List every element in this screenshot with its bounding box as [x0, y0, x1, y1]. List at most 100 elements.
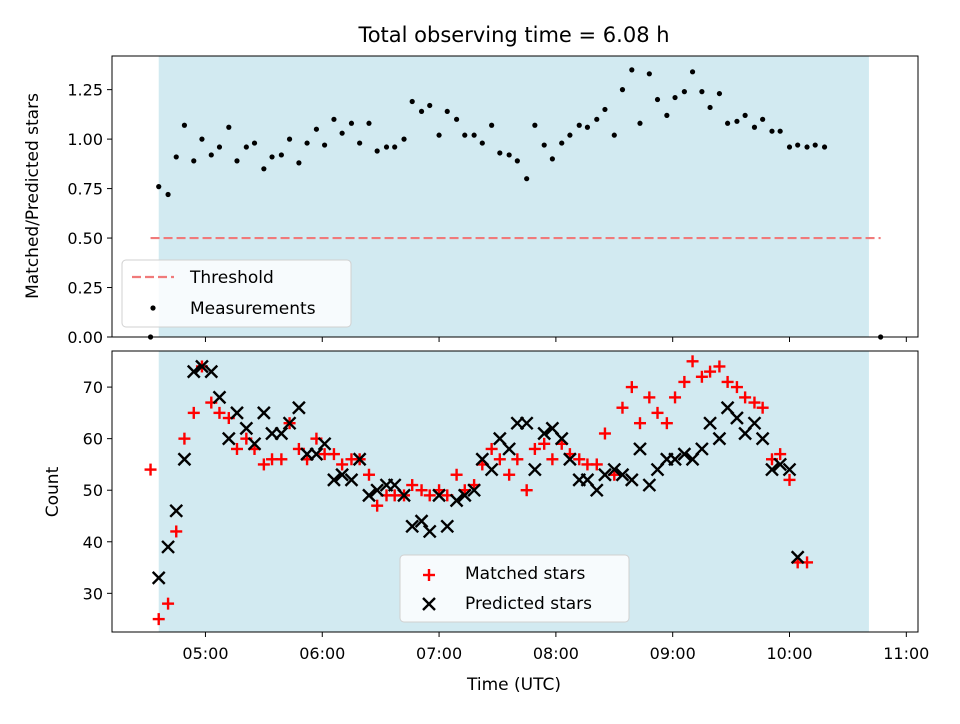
matched-star-point — [730, 381, 743, 394]
measurement-point — [191, 158, 197, 164]
measurement-point — [804, 144, 810, 150]
legend-predicted-label: Predicted stars — [465, 594, 592, 614]
predicted-star-point — [440, 519, 455, 534]
ratio-panel: 0.00 0.25 0.50 0.75 1.00 1.25 Matched/Predict… — [23, 55, 919, 347]
legend-measurements-label: Measurements — [190, 299, 316, 319]
measurement-point — [646, 71, 652, 77]
measurement-point — [313, 126, 320, 132]
measurement-point — [629, 67, 635, 73]
measurement-point — [812, 142, 818, 148]
matched-star-point — [213, 406, 226, 419]
matched-star-point — [503, 468, 516, 481]
matched-star-point — [625, 381, 638, 394]
predicted-star-point — [642, 478, 657, 492]
predicted-star-point — [204, 364, 219, 379]
measurement-point — [208, 152, 214, 158]
measurement-point — [216, 144, 223, 150]
x-tick-label: 05:00 — [182, 644, 228, 663]
predicted-star-point — [484, 462, 499, 477]
measurement-point — [724, 120, 731, 126]
measurement-point — [532, 122, 538, 128]
measurement-point — [226, 124, 232, 130]
matched-star-point — [713, 360, 726, 373]
count-y-tick-label: 40 — [83, 533, 103, 552]
measurement-point — [286, 136, 293, 142]
measurement-point — [462, 132, 468, 138]
measurement-point — [760, 116, 766, 122]
measurement-point — [269, 154, 275, 160]
predicted-star-point — [589, 483, 604, 498]
predicted-star-point — [467, 483, 481, 498]
predicted-star-point — [730, 411, 744, 425]
count-panel: 30 40 50 60 70 05:00 06:00 07:00 08:00 09:00 10:0… — [43, 350, 929, 695]
matched-star-point — [362, 468, 375, 481]
count-y-label: Count — [43, 466, 63, 517]
measurement-point — [418, 108, 425, 115]
measurement-point — [251, 140, 258, 146]
predicted-star-point — [703, 416, 717, 431]
matched-star-point — [520, 484, 533, 497]
matched-star-point — [450, 468, 463, 481]
measurement-point — [427, 102, 433, 109]
matched-star-point — [423, 489, 436, 502]
matched-star-point — [783, 473, 796, 486]
predicted-star-point — [309, 447, 324, 461]
matched-star-point — [546, 453, 559, 466]
predicted-star-point — [765, 462, 779, 477]
matched-star-point — [257, 458, 270, 471]
measurement-point — [489, 122, 495, 128]
matched-star-point — [573, 453, 586, 466]
measurement-point — [619, 87, 626, 93]
matched-star-point — [187, 406, 200, 419]
measurement-point — [751, 124, 758, 130]
measurement-point — [559, 140, 565, 146]
x-axis-label: Time (UTC) — [466, 675, 561, 695]
ratio-y-tick-label: 0.00 — [67, 328, 103, 347]
ratio-panel-frame — [111, 55, 919, 338]
measurement-point — [681, 89, 687, 95]
matched-star-point — [590, 458, 603, 471]
chart-title: Total observing time = 6.08 h — [357, 23, 669, 47]
matched-star-point — [669, 391, 682, 404]
matched-star-point — [616, 401, 629, 414]
predicted-star-point — [169, 503, 184, 518]
predicted-star-point — [537, 426, 552, 441]
x-tick-label: 11:00 — [883, 644, 929, 663]
measurement-point — [549, 156, 555, 162]
predicted-star-point — [221, 431, 236, 446]
matched-star-point — [678, 375, 691, 388]
matched-star-point — [748, 396, 761, 409]
measurement-point — [795, 142, 801, 148]
predicted-star-point — [247, 436, 262, 451]
predicted-star-point — [405, 519, 420, 534]
predicted-star-point — [457, 488, 472, 503]
ratio-y-tick-label: 0.75 — [67, 180, 103, 199]
predicted-star-point — [712, 431, 727, 446]
measurement-point — [243, 144, 249, 150]
measurement-point — [199, 136, 205, 142]
legend-matched-swatch — [423, 569, 435, 581]
measurement-point — [261, 166, 267, 172]
matched-star-point — [598, 427, 611, 440]
measurement-point — [742, 112, 748, 118]
predicted-star-point — [335, 467, 349, 482]
predicted-star-point — [414, 514, 429, 528]
measurement-point — [707, 104, 713, 111]
predicted-star-point — [677, 447, 692, 461]
measurement-point — [479, 140, 485, 146]
measurement-point — [584, 124, 591, 130]
predicted-star-point — [186, 364, 201, 379]
ratio-y-tick-label: 0.25 — [67, 279, 103, 298]
measurement-point — [524, 176, 530, 182]
x-tick-label: 06:00 — [299, 644, 345, 663]
matched-star-point — [774, 448, 787, 461]
matched-star-point — [528, 442, 541, 455]
ratio-y-tick-label: 0.50 — [67, 229, 103, 248]
measurement-point — [339, 130, 345, 136]
predicted-star-point — [615, 467, 630, 482]
measurement-point — [734, 118, 740, 124]
measurement-point — [392, 144, 398, 150]
predicted-star-point — [598, 467, 612, 482]
measurement-point — [821, 144, 828, 150]
measurement-point — [278, 152, 284, 158]
